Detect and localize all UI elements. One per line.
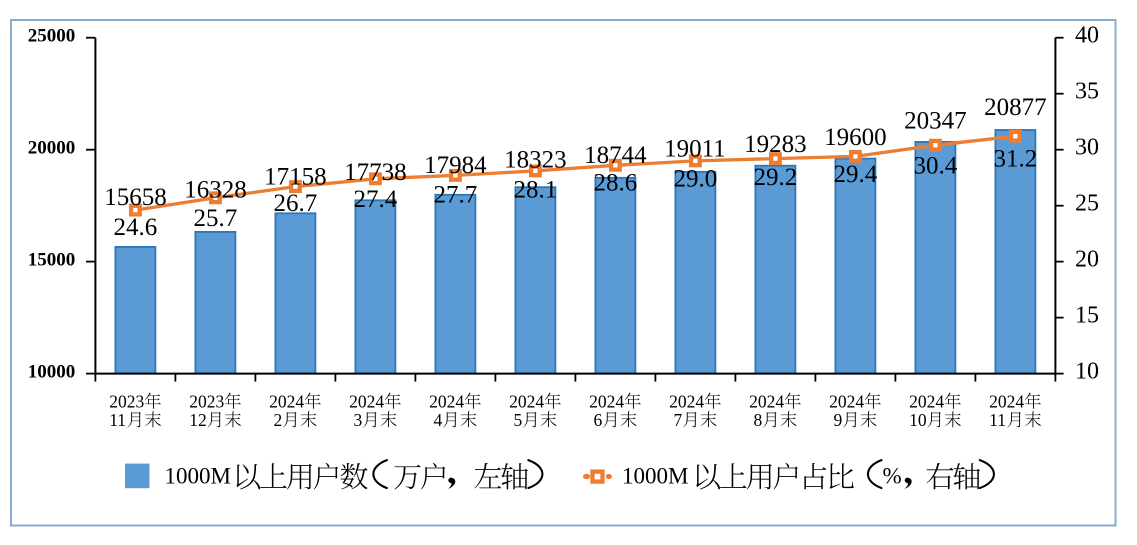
svg-text:4: 4 xyxy=(434,410,443,430)
svg-text:31.2: 31.2 xyxy=(994,146,1038,173)
svg-text:15: 15 xyxy=(1075,302,1099,328)
svg-text:25.7: 25.7 xyxy=(194,205,238,232)
svg-text:17738: 17738 xyxy=(344,159,407,186)
svg-text:2024: 2024 xyxy=(909,392,944,412)
svg-text:25000: 25000 xyxy=(28,26,76,47)
svg-text:2023: 2023 xyxy=(189,392,224,412)
svg-text:20347: 20347 xyxy=(904,108,967,135)
svg-text:28.6: 28.6 xyxy=(594,169,638,196)
svg-text:18323: 18323 xyxy=(504,147,566,174)
svg-text:2024: 2024 xyxy=(669,392,704,412)
svg-text:27.7: 27.7 xyxy=(434,181,478,208)
svg-text:29.2: 29.2 xyxy=(754,164,798,191)
svg-text:11: 11 xyxy=(989,410,1006,430)
svg-text:2024: 2024 xyxy=(349,392,384,412)
svg-text:10: 10 xyxy=(1075,358,1099,384)
svg-text:11: 11 xyxy=(109,410,126,430)
svg-text:19011: 19011 xyxy=(664,135,726,162)
svg-text:29.4: 29.4 xyxy=(834,161,878,188)
svg-text:%: % xyxy=(883,464,902,489)
svg-text:6: 6 xyxy=(594,410,603,430)
svg-text:30: 30 xyxy=(1075,134,1099,160)
svg-text:28.1: 28.1 xyxy=(514,177,558,204)
svg-text:2: 2 xyxy=(274,410,283,430)
svg-text:10000: 10000 xyxy=(28,361,76,382)
svg-text:3: 3 xyxy=(354,410,363,430)
svg-text:12: 12 xyxy=(189,410,207,430)
svg-text:19600: 19600 xyxy=(824,124,887,151)
svg-text:26.7: 26.7 xyxy=(274,190,318,217)
svg-text:18744: 18744 xyxy=(584,142,647,169)
svg-text:2024: 2024 xyxy=(829,392,864,412)
svg-text:16328: 16328 xyxy=(184,177,247,204)
svg-text:2024: 2024 xyxy=(429,392,464,412)
svg-text:20000: 20000 xyxy=(28,138,76,159)
svg-text:20877: 20877 xyxy=(984,94,1047,121)
svg-text:30.4: 30.4 xyxy=(914,153,958,180)
svg-text:15658: 15658 xyxy=(104,184,167,211)
svg-text:7: 7 xyxy=(674,410,683,430)
svg-text:2024: 2024 xyxy=(589,392,624,412)
svg-text:17984: 17984 xyxy=(424,152,487,179)
svg-text:35: 35 xyxy=(1075,78,1099,104)
svg-text:15000: 15000 xyxy=(28,249,76,270)
svg-text:1000M: 1000M xyxy=(622,464,688,489)
svg-text:2023: 2023 xyxy=(109,392,144,412)
svg-text:2024: 2024 xyxy=(269,392,304,412)
svg-text:5: 5 xyxy=(514,410,523,430)
svg-text:20: 20 xyxy=(1075,246,1099,272)
svg-text:24.6: 24.6 xyxy=(114,214,158,241)
svg-text:29.0: 29.0 xyxy=(674,166,718,193)
svg-text:9: 9 xyxy=(834,410,843,430)
svg-text:17158: 17158 xyxy=(264,163,327,190)
svg-text:10: 10 xyxy=(909,410,927,430)
svg-text:2024: 2024 xyxy=(989,392,1024,412)
svg-text:40: 40 xyxy=(1075,22,1099,48)
svg-text:19283: 19283 xyxy=(744,131,807,158)
svg-text:2024: 2024 xyxy=(749,392,784,412)
svg-text:8: 8 xyxy=(754,410,763,430)
svg-text:1000M: 1000M xyxy=(165,464,231,489)
svg-text:25: 25 xyxy=(1075,190,1099,216)
svg-text:2024: 2024 xyxy=(509,392,544,412)
svg-text:27.4: 27.4 xyxy=(354,186,398,213)
